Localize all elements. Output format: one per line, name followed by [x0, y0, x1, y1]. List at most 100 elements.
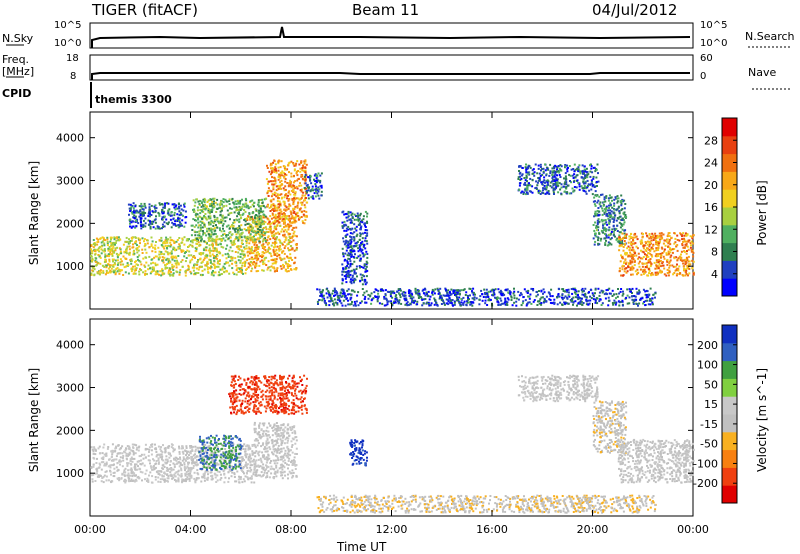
power-cell: [172, 248, 175, 251]
power-cell: [543, 299, 546, 302]
power-cell: [232, 227, 235, 230]
power-cell: [281, 174, 284, 177]
power-cell: [285, 168, 288, 171]
power-cell: [119, 261, 122, 264]
power-cell: [270, 227, 272, 230]
power-cell: [229, 218, 231, 221]
power-cell: [303, 187, 306, 189]
power-cell: [240, 207, 243, 210]
power-cell: [283, 213, 286, 215]
power-cell: [100, 248, 103, 251]
power-cell: [279, 171, 282, 174]
power-cell: [126, 264, 129, 267]
power-cell: [503, 301, 506, 304]
power-cell: [110, 270, 113, 273]
power-cell: [661, 264, 664, 267]
power-cell: [179, 245, 181, 248]
power-cell: [650, 254, 653, 257]
power-cell: [297, 170, 299, 172]
power-cell: [344, 258, 347, 261]
power-cell: [567, 288, 570, 291]
power-cell: [212, 244, 214, 246]
power-cell: [376, 300, 379, 303]
power-cell: [512, 292, 515, 295]
power-cell: [210, 260, 212, 263]
power-cell: [241, 264, 244, 267]
power-cell: [334, 294, 337, 297]
power-cell: [519, 171, 522, 174]
power-cell: [150, 204, 153, 207]
power-cell: [396, 290, 399, 293]
power-cell: [122, 263, 125, 266]
power-cell: [210, 231, 213, 234]
power-cell: [469, 294, 471, 297]
power-cell: [408, 294, 411, 297]
power-cell: [605, 206, 608, 209]
power-cell: [537, 191, 540, 194]
power-cell: [587, 299, 590, 302]
power-cell: [651, 272, 654, 275]
power-cell: [272, 180, 275, 183]
power-cell: [611, 217, 614, 220]
power-cell: [552, 184, 555, 187]
power-cell: [507, 291, 510, 294]
power-cell: [588, 291, 590, 294]
power-cell: [198, 237, 201, 240]
power-cell: [292, 190, 295, 193]
power-cell: [287, 185, 290, 188]
power-cell: [130, 260, 133, 262]
power-cell: [255, 220, 258, 223]
power-cell: [216, 220, 219, 223]
power-cell: [114, 247, 117, 250]
power-cell: [437, 290, 440, 293]
power-cell: [167, 209, 170, 212]
power-cell: [673, 242, 676, 245]
power-cell: [469, 288, 472, 290]
power-cell: [656, 240, 659, 243]
power-cell: [353, 239, 356, 242]
power-cell: [683, 265, 686, 268]
power-cell: [414, 300, 416, 303]
power-cell: [586, 186, 589, 189]
power-cell: [481, 299, 484, 302]
power-cell: [618, 241, 621, 244]
power-cell: [134, 215, 137, 218]
power-cell: [239, 209, 242, 211]
power-cell: [150, 236, 153, 239]
power-cell: [163, 225, 166, 228]
power-cell: [564, 175, 567, 178]
power-cell: [300, 196, 303, 199]
power-cell: [269, 223, 271, 226]
power-cell: [164, 263, 167, 266]
power-cell: [214, 271, 217, 274]
power-cell: [687, 260, 690, 263]
power-cell: [458, 302, 461, 305]
power-cell: [116, 236, 118, 239]
power-cell: [149, 225, 152, 228]
power-cell: [256, 203, 259, 206]
power-cell: [675, 269, 678, 271]
power-cell: [673, 272, 676, 274]
power-cell: [212, 271, 215, 274]
power-cell: [355, 229, 358, 232]
power-cell: [175, 263, 178, 266]
power-cell: [355, 241, 358, 244]
power-cell: [449, 291, 452, 294]
power-cell: [214, 201, 217, 204]
power-cell: [111, 253, 114, 255]
power-cell: [218, 222, 220, 225]
power-cell: [276, 207, 279, 210]
power-cell: [536, 172, 539, 175]
power-cell: [545, 173, 548, 176]
power-cell: [528, 182, 530, 185]
power-cell: [620, 202, 623, 205]
power-cell: [268, 266, 271, 269]
power-cell: [255, 251, 258, 254]
power-cell: [274, 163, 277, 166]
power-cell: [430, 302, 433, 305]
power-cell: [634, 242, 637, 245]
power-cell: [488, 299, 491, 302]
power-cell: [131, 225, 134, 228]
power-cell: [239, 228, 242, 231]
power-cell: [458, 293, 461, 296]
